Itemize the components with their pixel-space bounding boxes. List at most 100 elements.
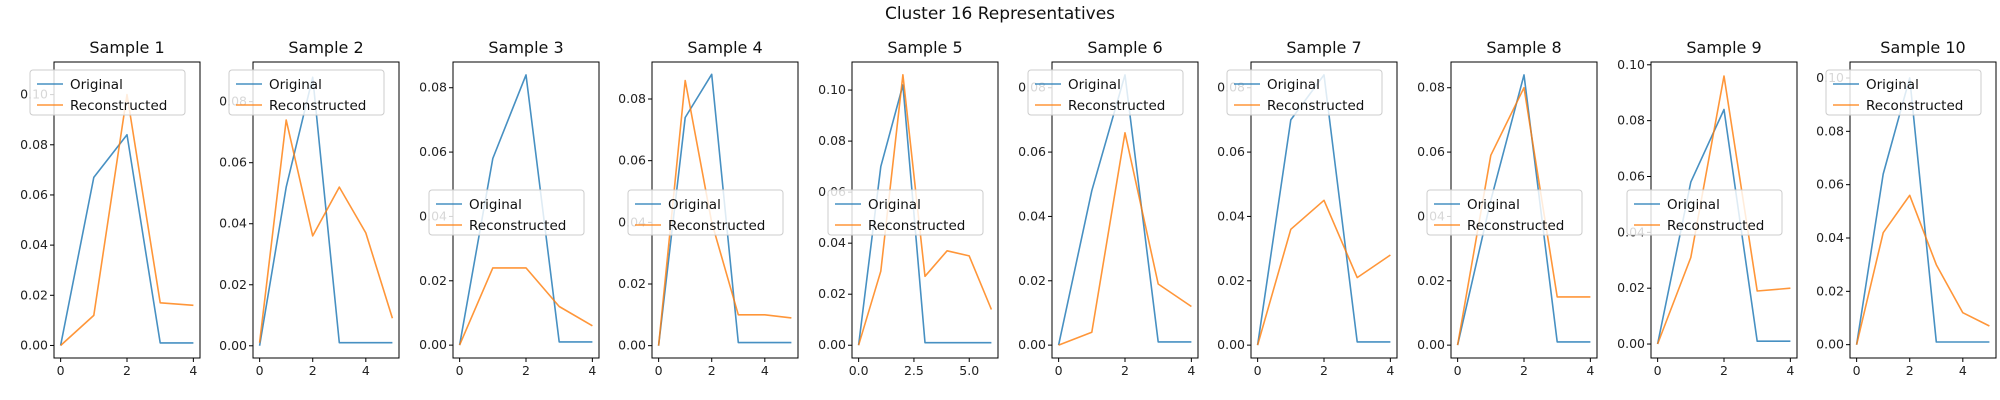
x-tick-label: 4	[362, 363, 370, 378]
x-tick-label: 2	[123, 363, 131, 378]
x-tick-label: 2	[1720, 363, 1728, 378]
subplot-9: Sample 90.000.020.040.060.080.10024Origi…	[1617, 38, 1798, 378]
x-tick-label: 2	[1520, 363, 1528, 378]
reconstructed-line	[1656, 75, 1791, 345]
subplot-7: Sample 70.000.020.040.060.08024OriginalR…	[1217, 38, 1398, 378]
subplot-title: Sample 3	[488, 38, 563, 57]
y-tick-label: 0.08	[1816, 123, 1844, 138]
legend-box	[228, 69, 385, 116]
y-tick-label: 0.02	[1417, 273, 1445, 288]
y-tick-label: 0.08	[1417, 80, 1445, 95]
legend-label: Reconstructed	[70, 98, 167, 114]
y-tick-label: 0.08	[20, 137, 48, 152]
original-line	[1456, 74, 1591, 346]
legend: Original Reconstructed	[1226, 69, 1383, 116]
y-tick-label: 0.00	[818, 337, 846, 352]
y-tick-label: 0.04	[1217, 208, 1245, 223]
axes-frame	[252, 61, 400, 359]
y-tick-label: 0.00	[1617, 336, 1645, 351]
legend: Original Reconstructed	[1626, 189, 1783, 236]
legend-label: Original	[469, 197, 522, 213]
subplot-title: Sample 7	[1286, 38, 1361, 57]
reconstructed-line	[657, 79, 792, 346]
legend-label: Original	[1667, 197, 1720, 213]
subplot-2: Sample 20.000.020.040.060.08024OriginalR…	[219, 38, 400, 378]
original-line	[1855, 77, 1990, 345]
legend-box	[1027, 69, 1184, 116]
y-tick-label: 0.02	[20, 287, 48, 302]
x-tick-label: 0	[256, 363, 264, 378]
y-tick-label: 0.04	[1018, 208, 1046, 223]
subplot-title: Sample 6	[1087, 38, 1162, 57]
subplot-title: Sample 9	[1686, 38, 1761, 57]
y-tick-label: 0.02	[1217, 273, 1245, 288]
x-tick-label: 0	[1654, 363, 1662, 378]
reconstructed-line	[60, 93, 194, 347]
y-tick-label: 0.00	[1018, 337, 1046, 352]
legend-box	[1426, 189, 1583, 236]
y-tick-label: 0.04	[818, 235, 846, 250]
legend-label: Reconstructed	[1467, 218, 1564, 234]
y-tick-label: 0.06	[1417, 144, 1445, 159]
legend: Original Reconstructed	[827, 189, 984, 236]
y-tick-label: 0.00	[1816, 337, 1844, 352]
legend-label: Original	[269, 77, 322, 93]
legend-box	[29, 69, 186, 116]
legend-label: Reconstructed	[1267, 98, 1364, 114]
axes-frame	[1849, 61, 1997, 359]
legend-label: Reconstructed	[469, 218, 566, 234]
legend-label: Original	[70, 77, 123, 93]
y-tick-label: 0.02	[818, 286, 846, 301]
legend-box	[1626, 189, 1783, 236]
original-line	[1656, 108, 1791, 345]
legend-box	[627, 189, 784, 236]
legend-label: Reconstructed	[1866, 98, 1963, 114]
x-tick-label: 2.5	[904, 363, 924, 378]
y-tick-label: 0.02	[419, 273, 447, 288]
y-tick-label: 0.02	[1018, 273, 1046, 288]
y-tick-label: 0.02	[618, 276, 646, 291]
subplot-title: Sample 5	[887, 38, 962, 57]
y-tick-label: 0.00	[1417, 337, 1445, 352]
subplot-10: Sample 100.000.020.040.060.080.10024Orig…	[1816, 38, 1997, 378]
y-tick-label: 0.00	[618, 338, 646, 353]
x-tick-label: 4	[588, 363, 596, 378]
subplot-4: Sample 40.000.020.040.060.08024OriginalR…	[618, 38, 799, 378]
x-tick-label: 2	[522, 363, 530, 378]
y-tick-label: 0.06	[20, 187, 48, 202]
y-tick-label: 0.10	[818, 82, 846, 97]
reconstructed-line	[857, 74, 993, 346]
legend-box	[827, 189, 984, 236]
y-tick-label: 0.02	[1617, 280, 1645, 295]
legend: Original Reconstructed	[1027, 69, 1184, 116]
x-tick-label: 4	[1786, 363, 1794, 378]
subplot-title: Sample 10	[1880, 38, 1965, 57]
y-tick-label: 0.00	[20, 337, 48, 352]
legend-box	[428, 189, 585, 236]
legend-label: Reconstructed	[269, 98, 366, 114]
y-tick-label: 0.06	[219, 155, 247, 170]
subplot-5: Sample 50.000.020.040.060.080.100.02.55.…	[818, 38, 999, 378]
subplot-title: Sample 1	[89, 38, 164, 57]
legend-label: Original	[668, 197, 721, 213]
x-tick-label: 0	[57, 363, 65, 378]
y-tick-label: 0.00	[419, 337, 447, 352]
y-tick-label: 0.04	[20, 237, 48, 252]
y-tick-label: 0.06	[1617, 168, 1645, 183]
x-tick-label: 4	[189, 363, 197, 378]
legend-label: Reconstructed	[1667, 218, 1764, 234]
x-tick-label: 2	[1121, 363, 1129, 378]
y-tick-label: 0.02	[219, 277, 247, 292]
y-tick-label: 0.02	[1816, 283, 1844, 298]
legend-box	[1825, 69, 1982, 116]
y-tick-label: 0.08	[618, 91, 646, 106]
subplot-8: Sample 80.000.020.040.060.08024OriginalR…	[1417, 38, 1598, 378]
x-tick-label: 0	[1055, 363, 1063, 378]
x-tick-label: 0.0	[849, 363, 869, 378]
y-tick-label: 0.04	[1816, 230, 1844, 245]
legend: Original Reconstructed	[1426, 189, 1583, 236]
legend: Original Reconstructed	[428, 189, 585, 236]
y-tick-label: 0.08	[818, 133, 846, 148]
subplot-6: Sample 60.000.020.040.060.08024OriginalR…	[1018, 38, 1199, 378]
legend: Original Reconstructed	[1825, 69, 1982, 116]
